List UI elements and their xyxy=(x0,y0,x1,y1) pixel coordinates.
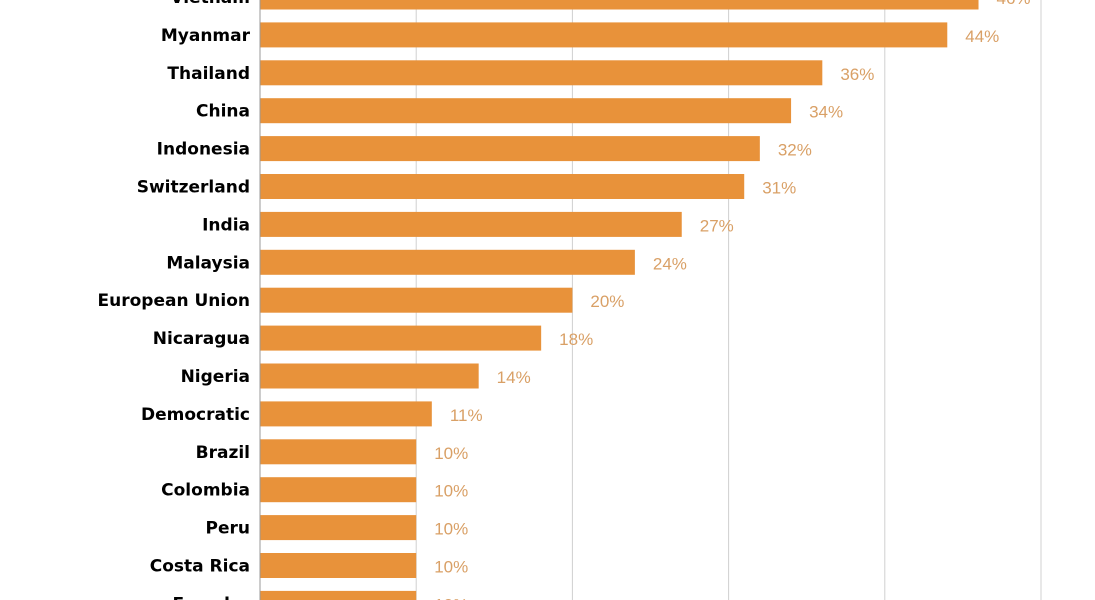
category-label: Ecuador xyxy=(173,594,251,600)
value-label: 32% xyxy=(778,141,812,160)
value-label: 11% xyxy=(450,406,483,425)
bar xyxy=(260,401,432,427)
category-label: European Union xyxy=(98,291,251,311)
bars xyxy=(260,0,979,600)
bar xyxy=(260,439,417,465)
value-label: 44% xyxy=(965,27,999,46)
bar xyxy=(260,515,417,541)
value-label: 20% xyxy=(590,292,624,311)
category-label: Indonesia xyxy=(157,140,250,160)
category-label: Brazil xyxy=(196,443,250,463)
bar xyxy=(260,0,979,10)
category-label: Nigeria xyxy=(181,367,250,387)
value-label: 18% xyxy=(559,330,593,349)
bar xyxy=(260,590,417,600)
category-label: Myanmar xyxy=(161,26,251,46)
category-label: Nicaragua xyxy=(153,329,250,349)
value-label: 31% xyxy=(762,179,796,198)
bar xyxy=(260,211,682,237)
bar xyxy=(260,287,573,313)
bar xyxy=(260,325,542,351)
category-label: Colombia xyxy=(161,481,250,501)
category-label: Democratic xyxy=(141,405,250,425)
category-label: China xyxy=(196,102,250,122)
value-labels: 46% 44% 36% 34% 32% 31% 27% 24% 20% 18% 14% 11% 10% 1… xyxy=(434,0,1030,600)
value-label: 36% xyxy=(840,65,874,84)
bar xyxy=(260,553,417,578)
bar xyxy=(260,363,479,389)
category-label: Vietnam xyxy=(170,0,250,8)
value-label: 14% xyxy=(497,368,531,387)
value-label: 10% xyxy=(434,558,468,577)
bar xyxy=(260,249,635,275)
value-label: 34% xyxy=(809,103,843,122)
bar xyxy=(260,136,760,162)
value-label: 10% xyxy=(434,482,468,501)
bar xyxy=(260,60,823,86)
category-labels: Vietnam Myanmar Thailand China Indonesia Swit… xyxy=(98,0,251,600)
category-label: Thailand xyxy=(167,64,250,84)
bar xyxy=(260,98,792,124)
value-label: 24% xyxy=(653,254,687,273)
bar xyxy=(260,22,948,48)
value-label: 27% xyxy=(700,216,734,235)
value-label: 10% xyxy=(434,520,468,539)
bar xyxy=(260,174,745,199)
category-label: India xyxy=(202,215,250,235)
category-label: Peru xyxy=(206,519,250,539)
category-label: Costa Rica xyxy=(150,557,250,577)
category-label: Switzerland xyxy=(137,178,250,198)
category-label: Malaysia xyxy=(166,253,250,273)
bar xyxy=(260,477,417,503)
value-label: 46% xyxy=(997,0,1031,8)
value-label: 10% xyxy=(434,444,468,463)
value-label: 10% xyxy=(434,595,468,600)
